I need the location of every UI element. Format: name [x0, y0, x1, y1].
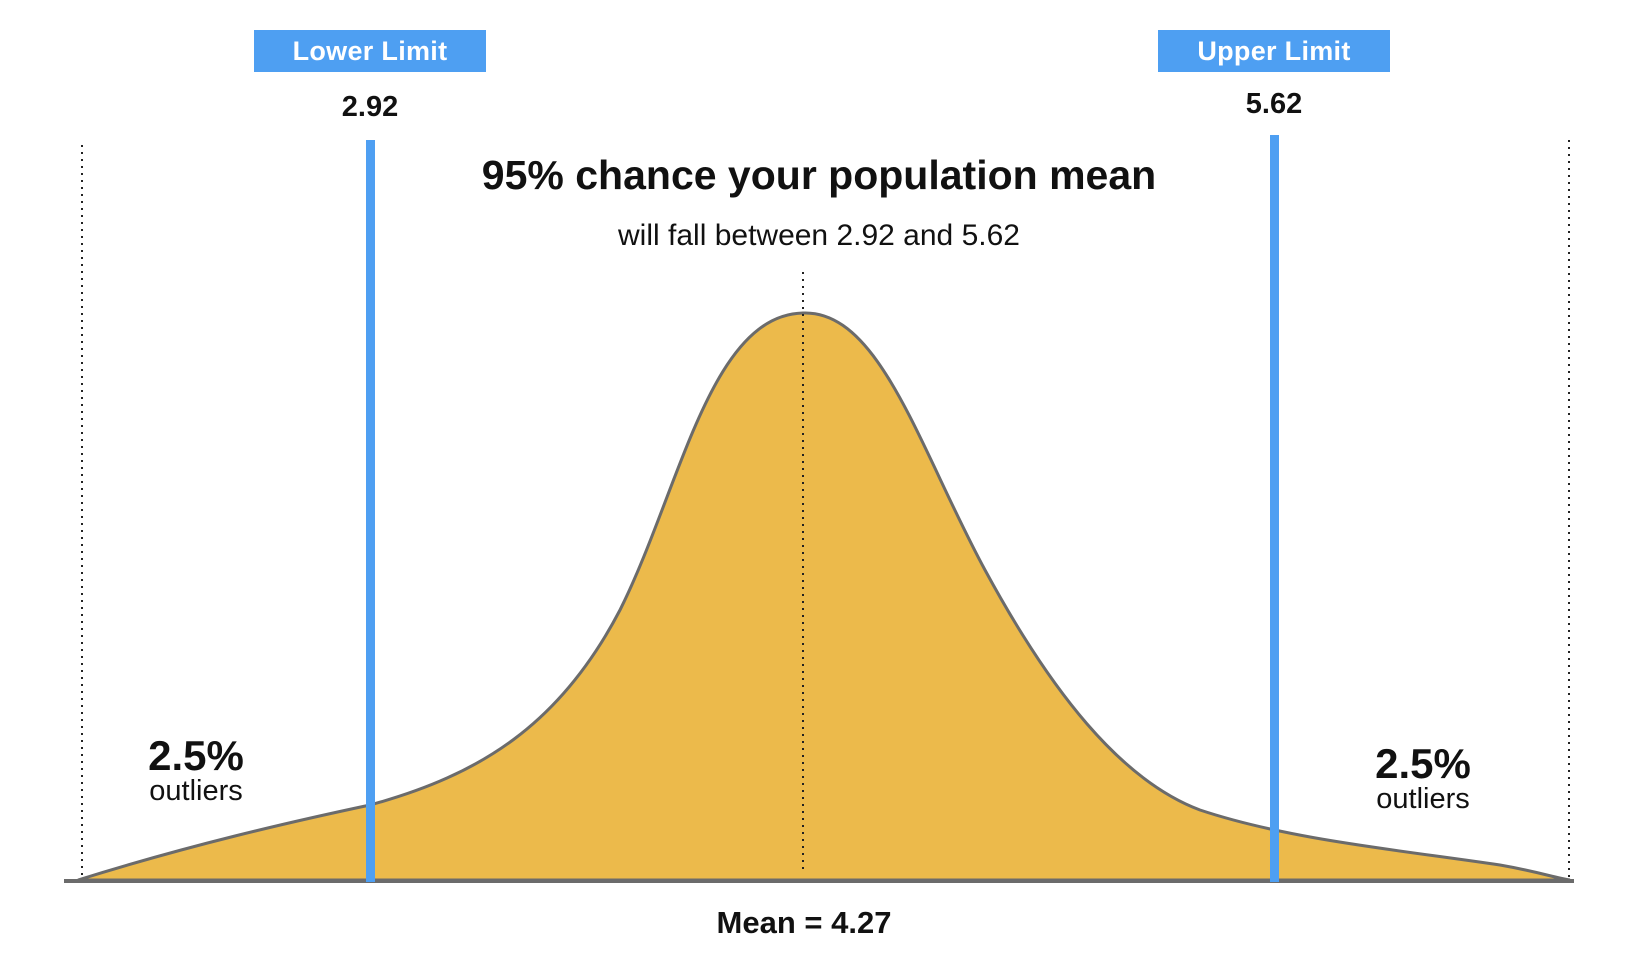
headline-text: 95% chance your population mean: [481, 152, 1157, 198]
mean-label: Mean = 4.27: [716, 905, 892, 940]
left-tail-label: outliers: [149, 775, 243, 807]
right-tail-percent: 2.5%: [1375, 740, 1471, 787]
right-tail-label: outliers: [1376, 783, 1470, 815]
upper-limit-line: [1270, 135, 1279, 882]
upper-limit-tag: Upper Limit: [1158, 30, 1390, 72]
lower-limit-tag: Lower Limit: [254, 30, 486, 72]
upper-limit-value: 5.62: [1245, 88, 1303, 120]
left-tail-percent: 2.5%: [148, 732, 244, 779]
lower-limit-line: [366, 140, 375, 882]
lower-limit-value: 2.92: [341, 91, 399, 123]
subline-text: will fall between 2.92 and 5.62: [618, 219, 1020, 252]
distribution-curve: [77, 311, 1571, 882]
